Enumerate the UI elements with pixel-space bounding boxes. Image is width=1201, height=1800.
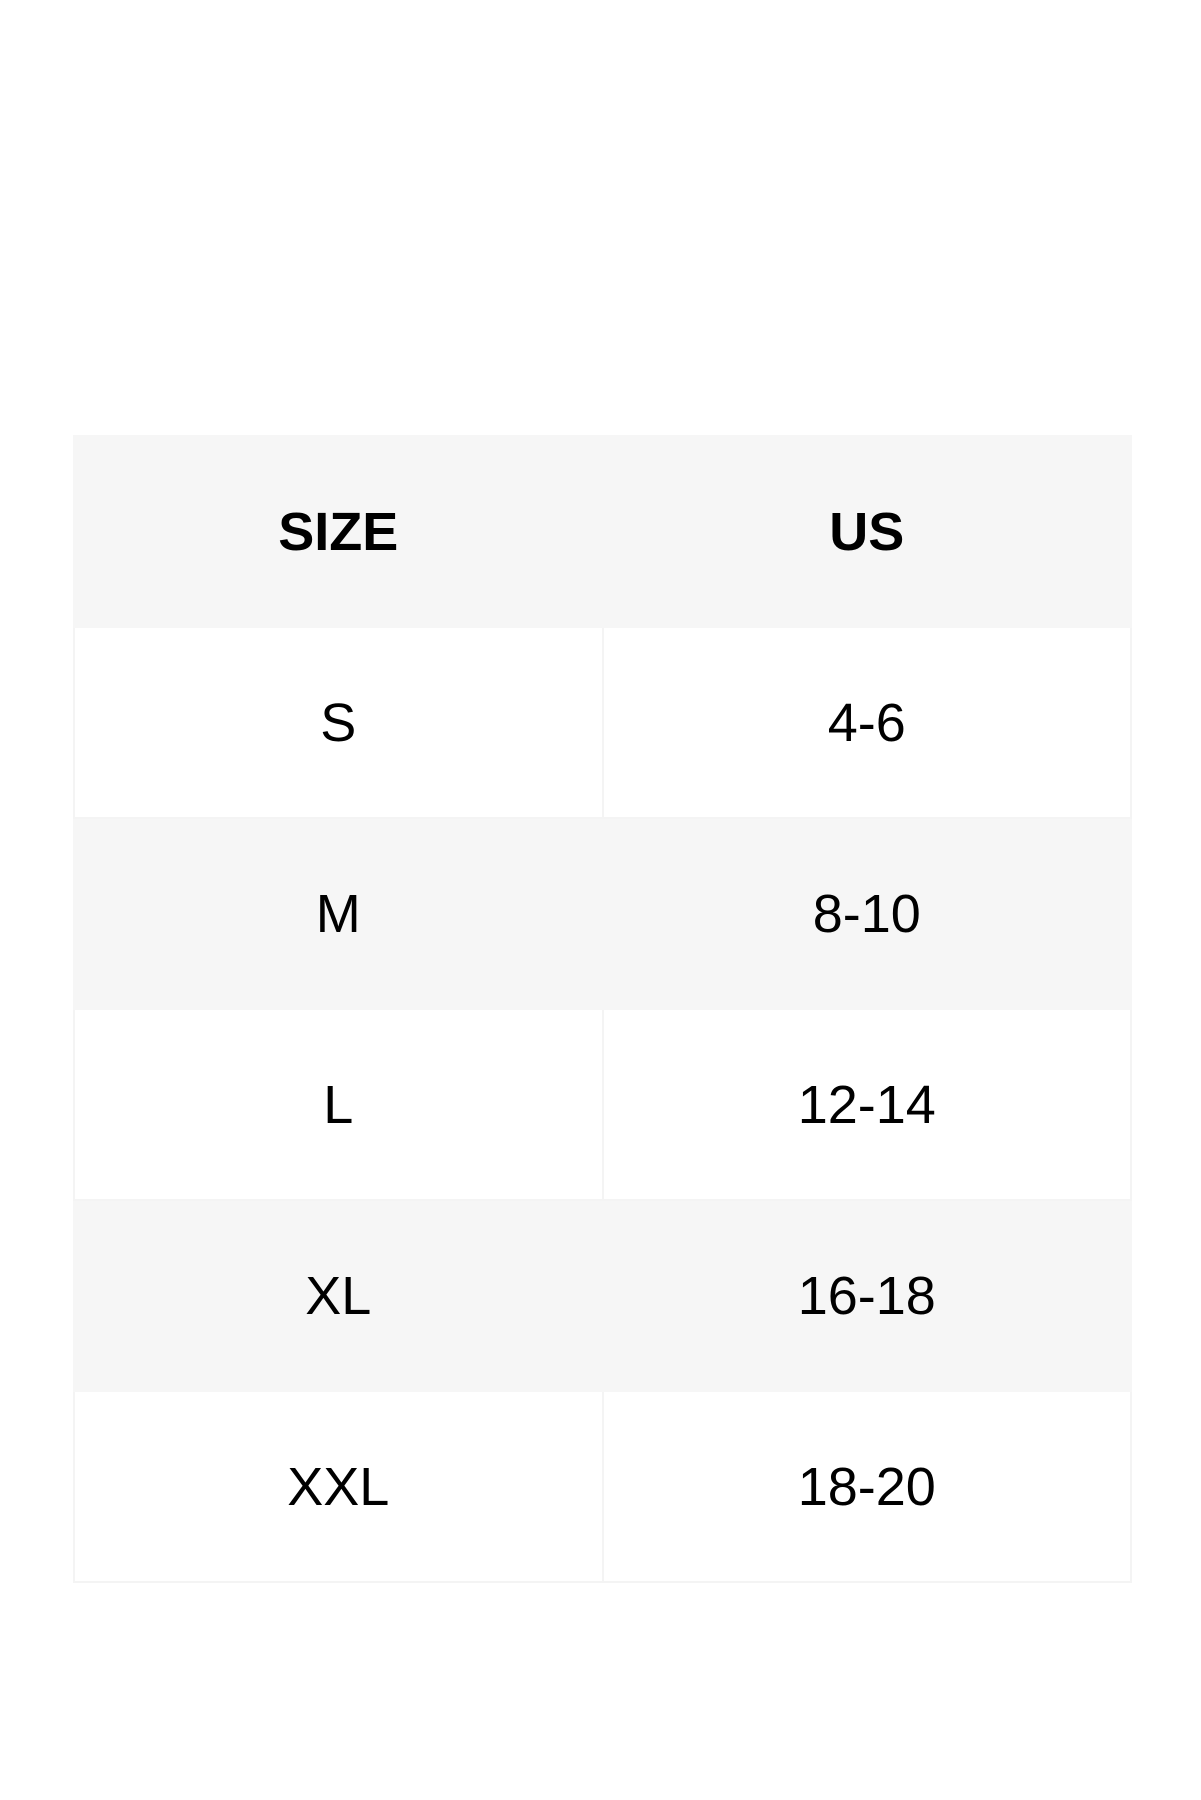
table-row: L 12-14 [73,1008,1132,1201]
size-cell: M [73,817,604,1010]
size-cell: S [73,626,604,819]
us-size-cell: 12-14 [601,1008,1132,1201]
size-cell: XL [73,1199,604,1392]
table-row: XXL 18-20 [73,1390,1132,1583]
us-size-cell: 4-6 [601,626,1132,819]
header-size: SIZE [73,435,604,628]
header-row: SIZE US [73,435,1132,628]
size-chart-table: SIZE US S 4-6 M 8-10 L 12-14 XL 16-18 XX… [73,435,1132,1583]
us-size-cell: 8-10 [601,817,1132,1010]
size-cell: XXL [73,1390,604,1583]
us-size-cell: 18-20 [601,1390,1132,1583]
header-us: US [601,435,1132,628]
table-row: M 8-10 [73,817,1132,1010]
us-size-cell: 16-18 [601,1199,1132,1392]
table-row: XL 16-18 [73,1199,1132,1392]
table-row: S 4-6 [73,626,1132,819]
size-cell: L [73,1008,604,1201]
